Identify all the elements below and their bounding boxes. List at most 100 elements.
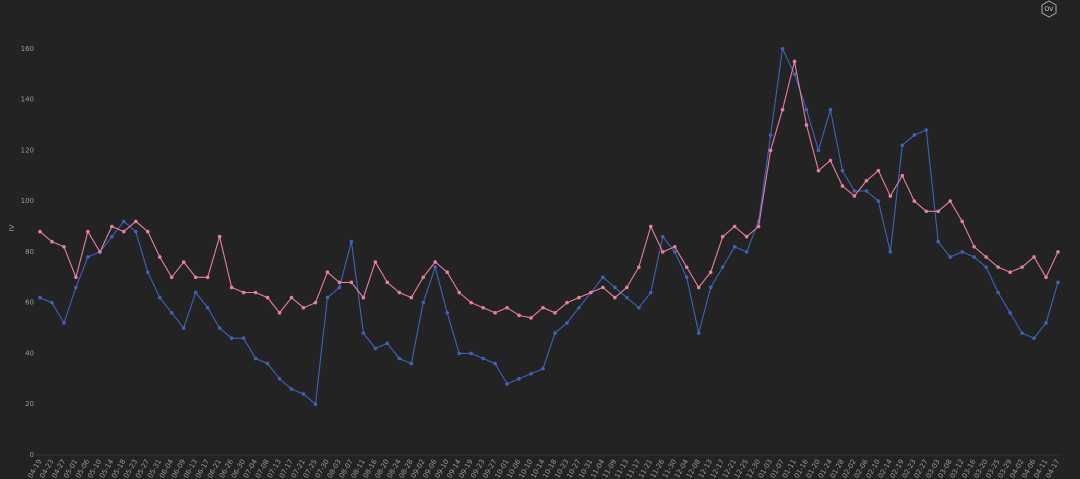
data-point	[169, 311, 174, 315]
data-point	[301, 305, 306, 310]
data-point	[1044, 275, 1048, 280]
data-point	[984, 255, 988, 259]
data-point	[1032, 336, 1036, 341]
series-line	[39, 61, 1059, 319]
data-point	[517, 377, 521, 381]
data-point	[876, 199, 881, 203]
data-point	[541, 305, 545, 310]
data-point	[122, 219, 126, 224]
data-point	[409, 361, 414, 366]
data-point	[912, 133, 917, 137]
data-point	[481, 305, 485, 310]
data-point	[265, 295, 270, 300]
data-point	[50, 300, 54, 305]
data-point	[672, 250, 677, 254]
data-point	[98, 250, 102, 254]
data-point	[565, 321, 569, 325]
data-point	[277, 377, 282, 381]
data-point	[169, 275, 174, 280]
data-point	[792, 72, 797, 76]
data-point	[984, 265, 988, 269]
data-point	[193, 275, 198, 280]
data-point	[38, 295, 42, 300]
data-point	[385, 341, 390, 346]
data-point	[86, 229, 90, 234]
data-point	[134, 219, 138, 224]
data-point	[660, 250, 665, 254]
data-point	[876, 168, 881, 173]
data-point	[301, 392, 306, 396]
data-point	[181, 326, 186, 330]
data-point	[433, 265, 438, 269]
data-point	[960, 219, 964, 224]
data-point	[912, 199, 917, 203]
data-point	[637, 265, 641, 269]
data-point	[553, 311, 557, 315]
data-point	[493, 311, 497, 315]
data-point	[613, 295, 617, 300]
y-tick-label: 160	[21, 45, 34, 53]
data-point	[625, 285, 629, 290]
data-point	[996, 290, 1000, 295]
data-point	[481, 356, 485, 361]
y-tick-label: 80	[25, 248, 34, 256]
data-point	[732, 224, 737, 229]
data-point	[493, 361, 497, 366]
data-point	[649, 290, 653, 295]
data-point	[277, 311, 282, 315]
data-point	[325, 270, 330, 275]
data-point	[649, 224, 653, 229]
data-point	[816, 168, 821, 173]
data-point	[253, 356, 258, 361]
data-point	[684, 275, 689, 280]
data-point	[397, 356, 402, 361]
data-point	[361, 295, 366, 300]
data-point	[445, 311, 450, 315]
data-point	[744, 234, 749, 239]
data-point	[241, 290, 246, 295]
data-point	[577, 295, 581, 300]
data-point	[349, 239, 354, 244]
data-point	[948, 199, 953, 203]
data-point	[505, 305, 509, 310]
data-point	[732, 245, 737, 249]
data-point	[157, 295, 162, 300]
data-point	[840, 184, 845, 188]
y-tick-label: 140	[21, 96, 34, 104]
logo-badge	[1041, 0, 1057, 18]
data-point	[421, 275, 426, 280]
data-point	[708, 285, 713, 290]
data-point	[852, 189, 857, 193]
data-point	[696, 331, 701, 335]
y-tick-label: 120	[21, 146, 34, 154]
data-point	[924, 209, 929, 214]
data-point	[205, 305, 210, 310]
data-point	[972, 245, 976, 249]
data-point	[744, 250, 749, 254]
data-point	[601, 275, 605, 280]
data-point	[385, 280, 390, 285]
data-point	[110, 234, 114, 239]
data-point	[313, 402, 318, 407]
data-point	[289, 387, 294, 391]
data-point	[792, 59, 797, 64]
data-point	[62, 245, 66, 249]
data-point	[696, 285, 701, 290]
data-point	[38, 229, 42, 234]
logo: DV	[1045, 6, 1055, 13]
data-point	[852, 194, 857, 198]
data-point	[529, 371, 533, 376]
data-point	[1044, 321, 1048, 325]
data-point	[900, 173, 905, 178]
data-point	[948, 255, 953, 259]
data-point	[708, 270, 713, 275]
data-point	[469, 351, 473, 356]
data-point	[1020, 331, 1024, 335]
data-point	[1008, 270, 1012, 275]
data-point	[110, 224, 114, 229]
data-point	[145, 229, 150, 234]
data-point	[349, 280, 354, 285]
data-point	[217, 326, 222, 330]
data-point	[780, 46, 785, 51]
